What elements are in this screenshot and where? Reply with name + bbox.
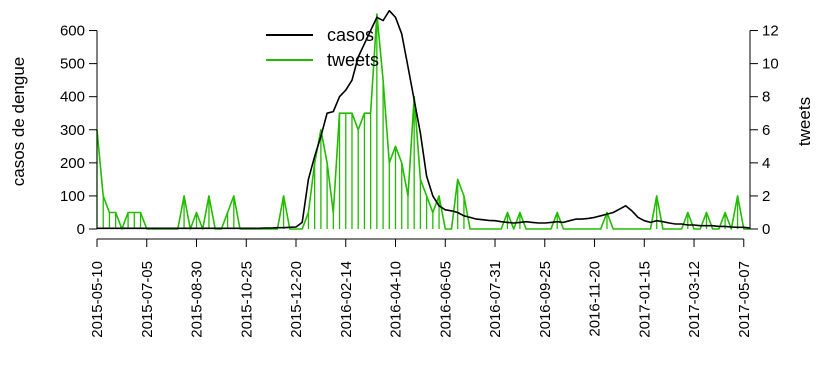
y-axis-title: casos de dengue — [9, 57, 28, 187]
y-tick-label: 0 — [77, 221, 85, 238]
x-tick-label: 2017-01-15 — [636, 261, 653, 338]
legend-label-casos: casos — [327, 25, 374, 45]
legend-label-tweets: tweets — [327, 50, 379, 70]
y-tick-label: 300 — [60, 122, 85, 139]
x-tick-label: 2015-05-10 — [89, 261, 106, 338]
y-tick-label: 400 — [60, 89, 85, 106]
axes: 0 100 200 300 400 500 600 0 2 4 6 8 10 12 2015-05-10 20… — [9, 23, 814, 338]
x-tick-label: 2016-06-05 — [437, 261, 454, 338]
y2-tick-label: 6 — [762, 122, 770, 139]
x-tick-label: 2016-09-25 — [537, 261, 554, 338]
casos-line — [97, 9, 751, 230]
x-tick-label: 2017-05-07 — [736, 261, 753, 338]
x-tick-label: 2015-07-05 — [139, 261, 156, 338]
x-tick-label: 2017-03-12 — [686, 261, 703, 338]
y2-tick-label: 10 — [762, 56, 779, 73]
y2-tick-label: 8 — [762, 89, 770, 106]
x-tick-label: 2016-02-14 — [338, 261, 355, 338]
casos-series — [97, 9, 751, 230]
legend: casos tweets — [266, 25, 379, 70]
x-tick-label: 2016-07-31 — [487, 261, 504, 338]
y-tick-label: 500 — [60, 56, 85, 73]
tweets-series — [96, 13, 750, 230]
y2-tick-label: 4 — [762, 155, 770, 172]
y2-axis-title: tweets — [795, 97, 814, 146]
y-tick-label: 100 — [60, 188, 85, 205]
y2-tick-label: 0 — [762, 221, 770, 238]
y-tick-label: 200 — [60, 155, 85, 172]
y-tick-label: 600 — [60, 23, 85, 40]
x-tick-label: 2015-10-25 — [238, 261, 255, 338]
y2-tick-label: 12 — [762, 23, 779, 40]
tweets-line — [96, 13, 750, 230]
x-tick-label: 2016-11-20 — [587, 261, 604, 337]
x-tick-label: 2015-12-20 — [288, 261, 305, 338]
x-tick-label: 2016-04-10 — [388, 261, 405, 338]
y2-tick-label: 2 — [762, 188, 770, 205]
x-tick-label: 2015-08-30 — [189, 261, 206, 338]
